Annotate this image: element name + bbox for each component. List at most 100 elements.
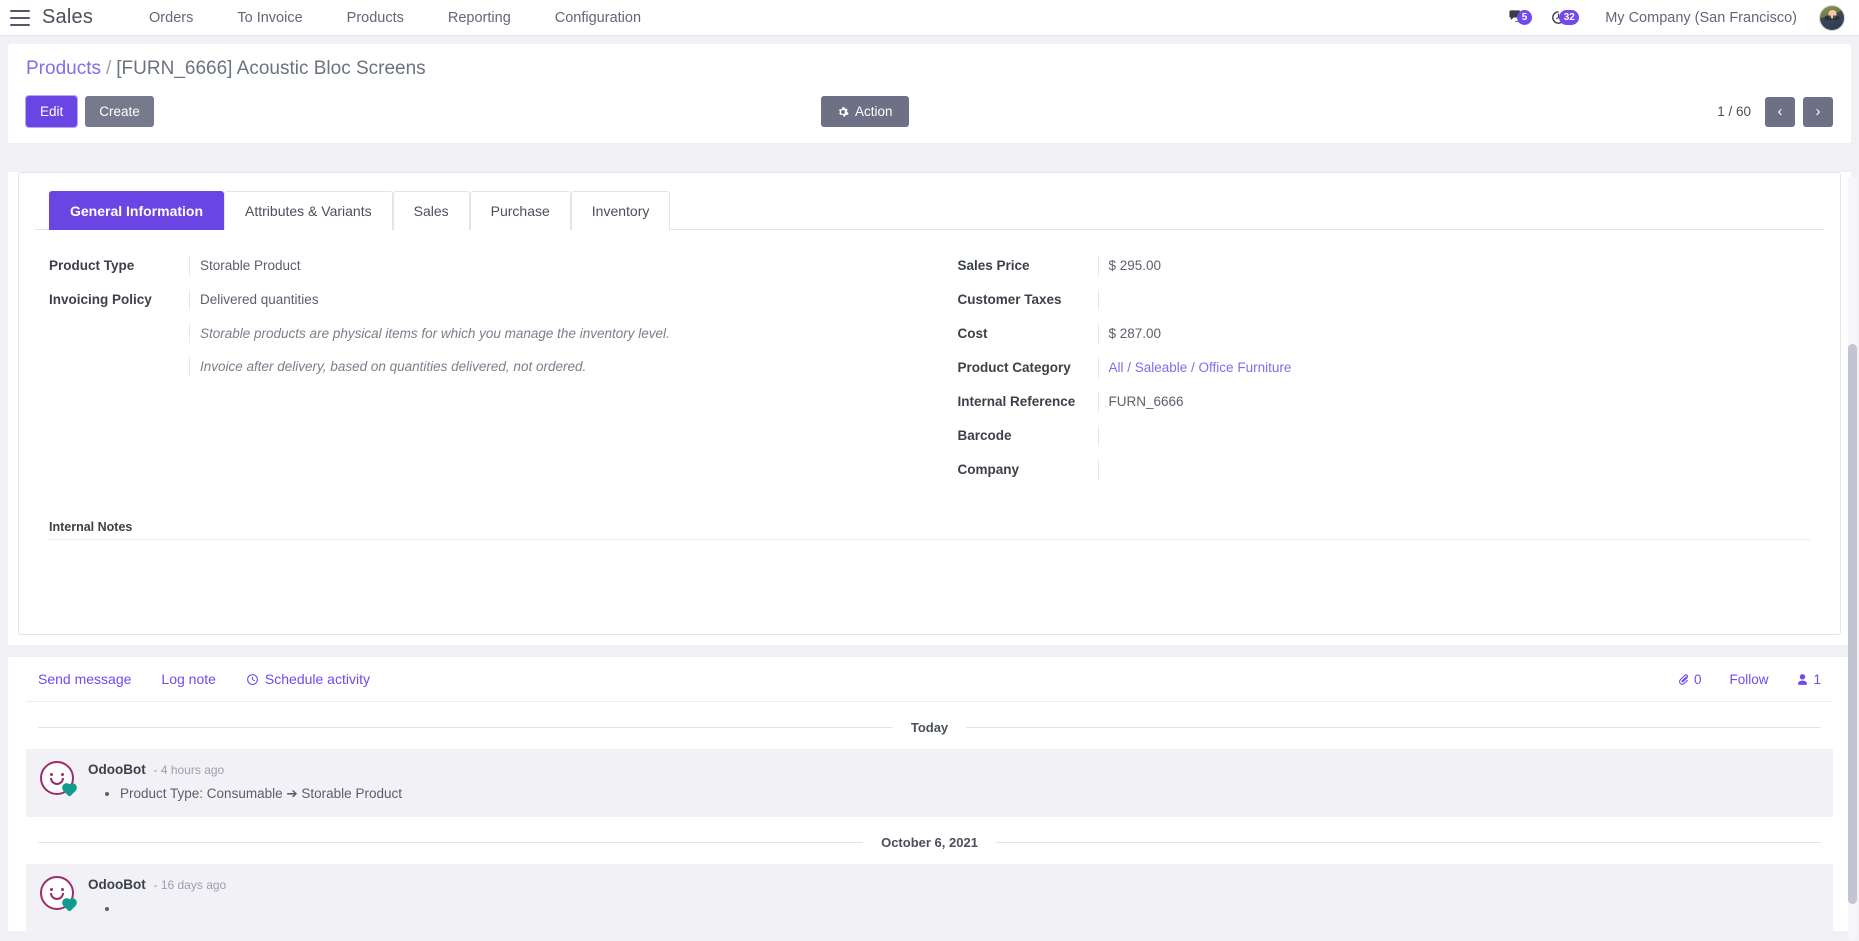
menu-item-orders[interactable]: Orders (149, 9, 194, 26)
field-invoicing-policy-label: Invoicing Policy (49, 292, 152, 307)
odoobot-avatar-icon (40, 875, 76, 912)
followers-count[interactable]: 1 (1796, 672, 1821, 687)
field-invoicing-policy-value[interactable]: Delivered quantities (189, 290, 930, 310)
pager-next-button[interactable]: › (1803, 96, 1833, 127)
separator-today-label: Today (910, 720, 949, 735)
tab-purchase[interactable]: Purchase (469, 191, 571, 230)
control-panel: Products / [FURN_6666] Acoustic Bloc Scree… (8, 44, 1851, 143)
hamburger-icon[interactable] (10, 9, 30, 26)
message-tracking-list: Product Type: Consumable ➔ Storable Prod… (120, 783, 1819, 805)
separator-line-right (966, 727, 1822, 728)
breadcrumb-separator: / (105, 58, 112, 79)
field-invoicing-policy: Invoicing Policy Delivered quantities (49, 290, 930, 310)
attachment-count[interactable]: 0 (1677, 672, 1701, 687)
message-tracking-item (120, 898, 1819, 920)
field-product-type-label: Product Type (49, 258, 135, 273)
chatter-toolbar: Send message Log note Schedule activity … (26, 657, 1833, 702)
internal-notes-divider (49, 539, 1810, 540)
help-text-product-type: Storable products are physical items for… (189, 324, 930, 343)
field-product-type-value[interactable]: Storable Product (189, 256, 930, 276)
message-body: OdooBot - 16 days ago (88, 876, 1819, 920)
field-barcode: Barcode (958, 426, 1811, 446)
clock-icon (246, 673, 258, 685)
field-product-category: Product Category All / Saleable / Office… (958, 358, 1811, 378)
internal-notes-section: Internal Notes (35, 494, 1824, 610)
field-product-type: Product Type Storable Product (49, 256, 930, 276)
field-company: Company (958, 460, 1811, 480)
message-tracking-list (120, 898, 1819, 920)
tab-general-information[interactable]: General Information (49, 191, 225, 230)
form-scroll-area: General Information Attributes & Variant… (0, 172, 1859, 941)
separator-line-left (38, 841, 864, 843)
message-body: OdooBot - 4 hours ago Product Type: Cons… (88, 761, 1819, 805)
action-button-label: Action (855, 104, 893, 119)
tab-inventory[interactable]: Inventory (570, 191, 671, 230)
message-timestamp: - 16 days ago (153, 877, 227, 892)
message-author[interactable]: OdooBot (88, 762, 146, 777)
sheet-wrapper: General Information Attributes & Variant… (8, 172, 1851, 645)
field-internal-reference: Internal Reference FURN_6666 (958, 392, 1811, 412)
field-internal-reference-label: Internal Reference (957, 394, 1076, 409)
person-icon (1798, 673, 1808, 685)
field-internal-reference-value[interactable]: FURN_6666 (1097, 392, 1811, 412)
activities-button[interactable]: 32 (1537, 9, 1580, 26)
gear-icon (838, 106, 849, 116)
messages-button[interactable]: 5 (1495, 9, 1537, 26)
vertical-scrollbar[interactable] (1848, 176, 1857, 941)
message-author[interactable]: OdooBot (88, 876, 146, 892)
form-column-left: Product Type Storable Product Invoicing … (49, 256, 930, 494)
tab-attributes-variants[interactable]: Attributes & Variants (224, 191, 393, 230)
chatter: Send message Log note Schedule activity … (8, 657, 1851, 932)
send-message-button[interactable]: Send message (38, 671, 132, 687)
field-sales-price-value[interactable]: $ 295.00 (1097, 256, 1811, 276)
breadcrumb: Products / [FURN_6666] Acoustic Bloc Scree… (26, 58, 1833, 80)
notebook-tabs: General Information Attributes & Variant… (35, 191, 1824, 230)
separator-line-left (38, 727, 893, 728)
field-customer-taxes-value[interactable] (1097, 290, 1811, 310)
schedule-activity-button[interactable]: Schedule activity (246, 671, 370, 687)
clock-icon (1551, 11, 1565, 24)
internal-notes-input[interactable] (49, 540, 1810, 610)
pager-previous-button[interactable]: ‹ (1765, 96, 1795, 127)
help-text-invoicing-policy: Invoice after delivery, based on quantit… (189, 357, 930, 376)
follow-button[interactable]: Follow (1729, 671, 1769, 687)
app-brand[interactable]: Sales (42, 6, 94, 28)
breadcrumb-products[interactable]: Products (26, 58, 101, 79)
message-tracking-item: Product Type: Consumable ➔ Storable Prod… (120, 783, 1819, 805)
message-header: OdooBot - 4 hours ago (88, 762, 1819, 777)
user-avatar[interactable] (1819, 4, 1845, 31)
field-product-category-label: Product Category (957, 360, 1071, 375)
field-barcode-value[interactable] (1097, 426, 1811, 446)
message-item: OdooBot - 16 days ago (26, 863, 1833, 932)
main-menu: Orders To Invoice Products Reporting Con… (127, 4, 663, 32)
control-panel-buttons: Edit Create Action 1 / 60 ‹ › (26, 96, 1833, 143)
field-sales-price-label: Sales Price (957, 258, 1030, 273)
field-customer-taxes-label: Customer Taxes (957, 292, 1062, 307)
followers-count-value: 1 (1813, 671, 1821, 687)
separator-line-right (995, 841, 1822, 843)
message-header: OdooBot - 16 days ago (88, 877, 1819, 892)
menu-item-products[interactable]: Products (346, 9, 404, 26)
field-product-category-value[interactable]: All / Saleable / Office Furniture (1097, 358, 1811, 378)
menu-item-configuration[interactable]: Configuration (554, 9, 642, 26)
paperclip-icon (1679, 673, 1689, 685)
tab-sales[interactable]: Sales (392, 191, 470, 230)
log-note-button[interactable]: Log note (161, 671, 216, 687)
form-column-right: Sales Price $ 295.00 Customer Taxes Cost… (930, 256, 1811, 494)
menu-item-reporting[interactable]: Reporting (447, 9, 511, 26)
menu-item-to-invoice[interactable]: To Invoice (237, 9, 303, 26)
pager: 1 / 60 ‹ › (1717, 96, 1833, 127)
company-switcher[interactable]: My Company (San Francisco) (1605, 9, 1797, 26)
messages-badge: 5 (1517, 10, 1532, 25)
create-button[interactable]: Create (85, 96, 154, 127)
message-item: OdooBot - 4 hours ago Product Type: Cons… (26, 749, 1833, 817)
vertical-scrollbar-thumb[interactable] (1848, 344, 1857, 904)
field-cost-value[interactable]: $ 287.00 (1097, 324, 1811, 344)
field-company-value[interactable] (1097, 460, 1811, 480)
pager-value: 1 / 60 (1717, 104, 1751, 119)
top-navbar: Sales Orders To Invoice Products Reporti… (0, 0, 1859, 36)
edit-button[interactable]: Edit (26, 96, 78, 127)
odoobot-avatar-icon (40, 761, 76, 797)
form-columns: Product Type Storable Product Invoicing … (35, 230, 1824, 494)
action-button[interactable]: Action (821, 96, 909, 127)
